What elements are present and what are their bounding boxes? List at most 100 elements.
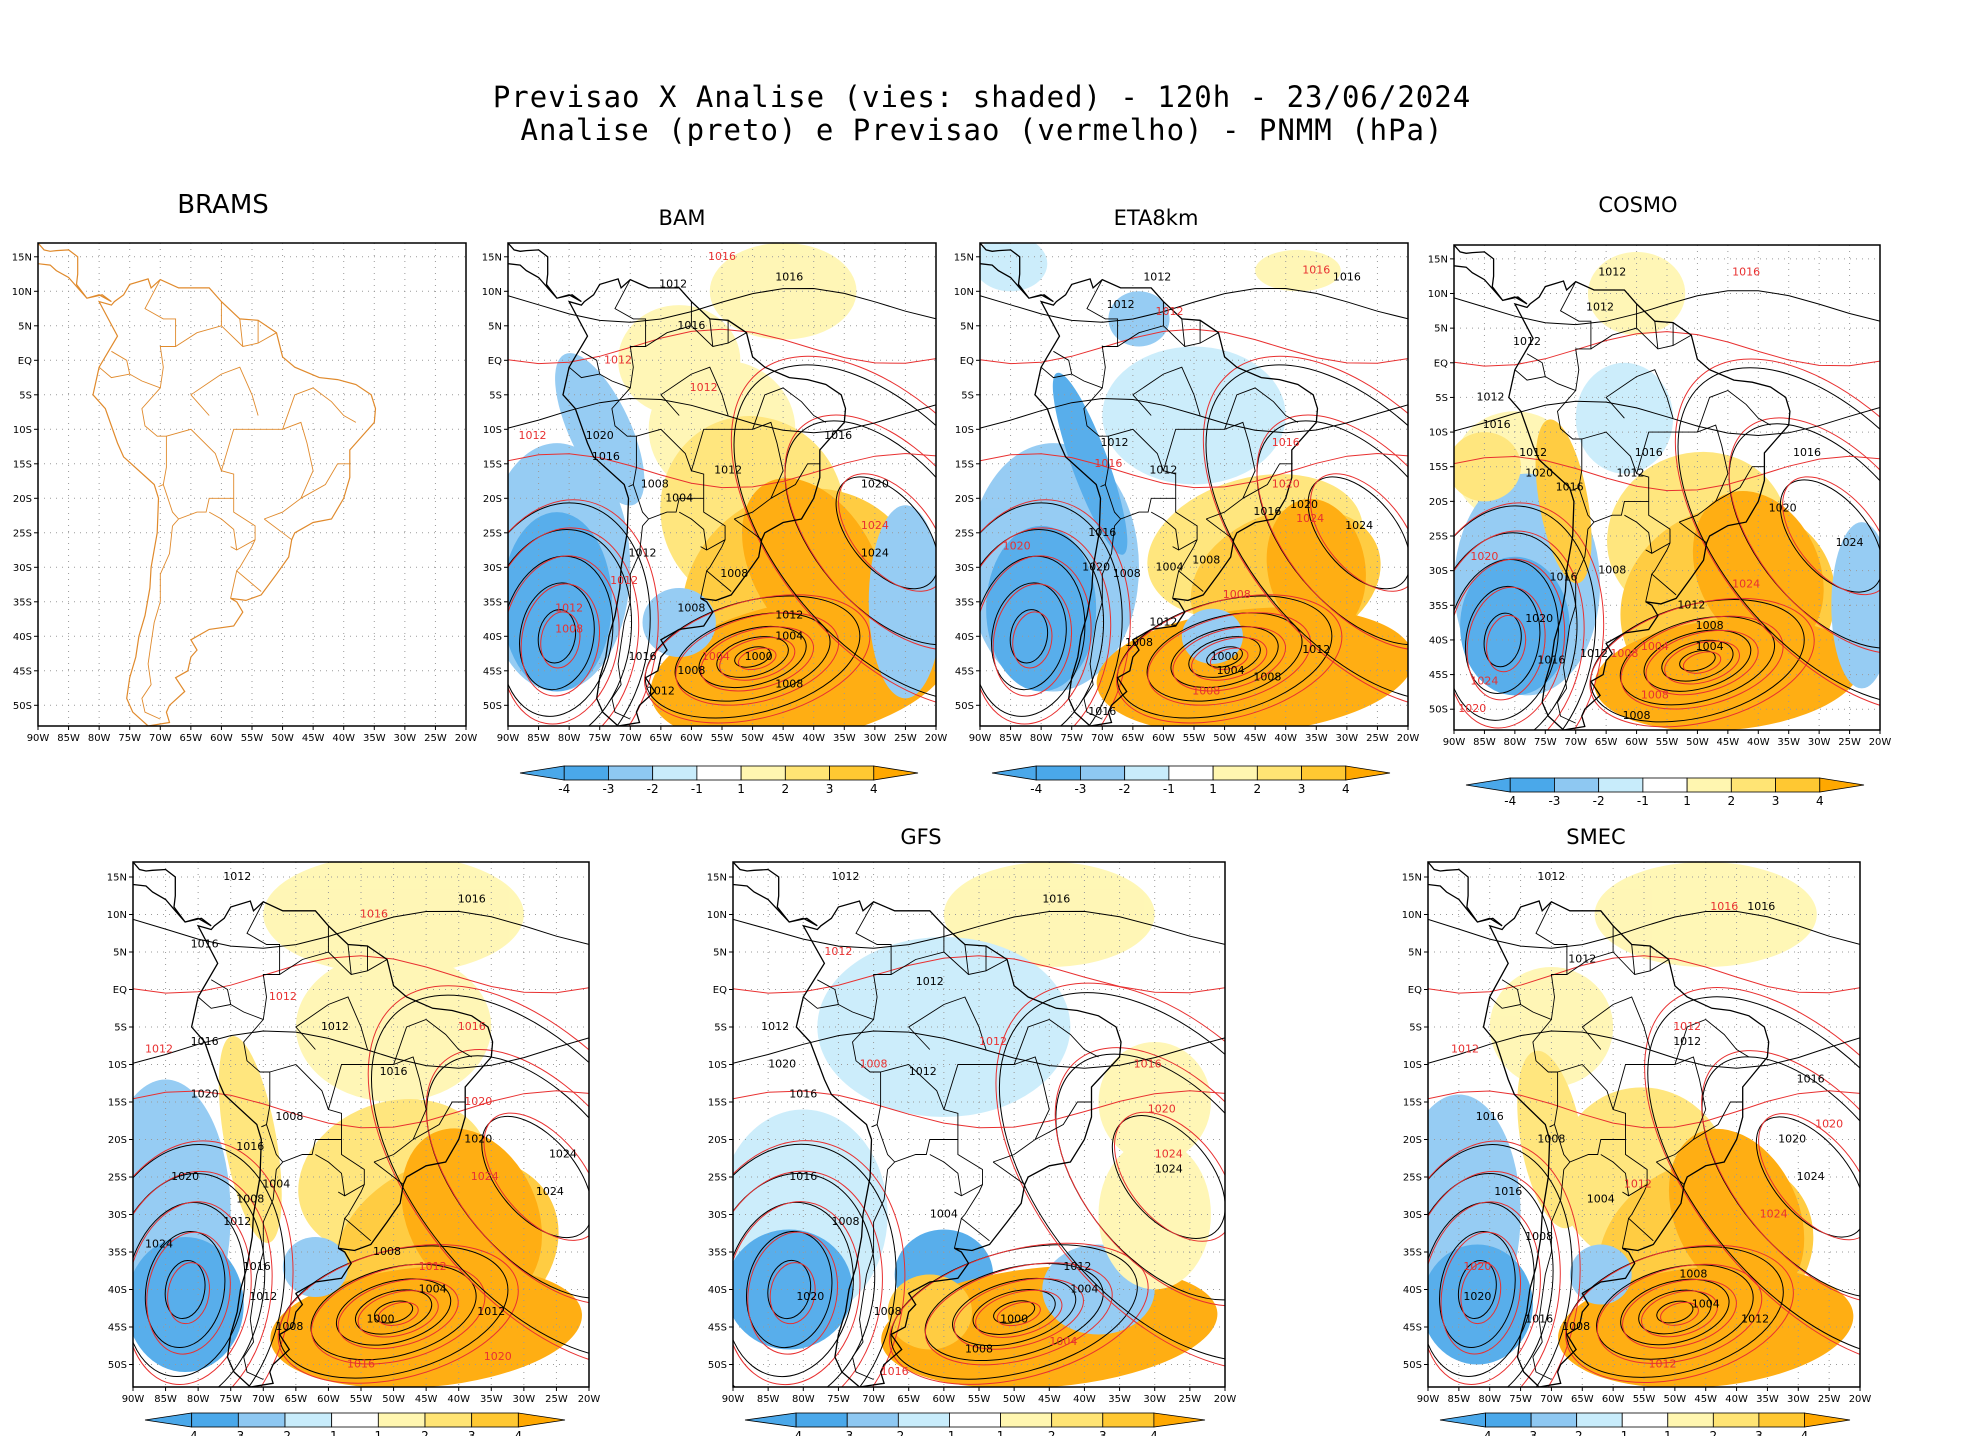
bias-region: [1108, 291, 1170, 347]
y-tick-label: 35S: [1403, 1248, 1422, 1259]
y-tick-label: 40S: [955, 632, 974, 643]
x-tick-label: 90W: [1443, 737, 1466, 748]
y-tick-label: 20S: [955, 494, 974, 505]
colorbar-label: 4: [515, 1429, 523, 1436]
x-tick-label: 45W: [302, 733, 325, 744]
contour-labels: 1012 1016 1012 1012 1012 1020 1016 1012 1008 1012…: [761, 870, 1183, 1378]
contour-label: 1016: [1710, 900, 1738, 913]
map-content: 1012 1016 1016 1016 1012 1012 1012 1016 1016 1016…: [133, 862, 589, 1387]
colorbar-label: -1: [691, 782, 703, 796]
contour-label: 1016: [789, 1088, 817, 1101]
x-tick-label: 70W: [862, 1394, 885, 1405]
x-tick-label: 55W: [711, 733, 734, 744]
contour-label: 1024: [1470, 675, 1498, 688]
contour-label: 1016: [1302, 264, 1330, 277]
contour-label: 1012: [555, 602, 583, 615]
x-tick-label: 40W: [1725, 1394, 1748, 1405]
colorbar-label: -4: [186, 1429, 198, 1436]
colorbar-swatch: [795, 1412, 848, 1428]
x-tick-label: 25W: [1818, 1394, 1841, 1405]
y-tick-label: 15N: [12, 252, 32, 263]
bias-region: [1428, 1244, 1533, 1365]
bias-region: [1489, 967, 1614, 1087]
contour-label: 1012: [1649, 1358, 1677, 1371]
x-tick-label: 20W: [455, 733, 478, 744]
contour-label: 1020: [1463, 1260, 1491, 1273]
x-tick-label: 45W: [1694, 1394, 1717, 1405]
y-tick-label: 10N: [1402, 910, 1422, 921]
contour-label: 1012: [775, 609, 803, 622]
contour-label: 1000: [1000, 1313, 1028, 1326]
x-tick-label: 60W: [1152, 733, 1175, 744]
x-tick-label: 90W: [1417, 1394, 1440, 1405]
bias-region: [1460, 556, 1570, 696]
colorbar-swatch: [424, 1412, 473, 1428]
x-tick-label: 85W: [1473, 737, 1496, 748]
x-tick-label: 75W: [219, 1394, 242, 1405]
x-tick-label: 50W: [271, 733, 294, 744]
contour-label: 1008: [555, 622, 583, 635]
contour-label: 1024: [1296, 512, 1324, 525]
map-panel-brams: 90W 85W 80W 75W 70W 65W 60W 55W 50W 45W 40W 35W 30W 2…: [12, 190, 478, 744]
y-tick-label: 10S: [1429, 428, 1448, 439]
contour-label: 1012: [761, 1020, 789, 1033]
contour-label: 1004: [1692, 1298, 1720, 1311]
contour-label: 1020: [484, 1350, 512, 1363]
x-tick-label: 85W: [57, 733, 80, 744]
contour-label: 1008: [373, 1245, 401, 1258]
contour-label: 1008: [1641, 688, 1669, 701]
contour-label: 1008: [1125, 636, 1153, 649]
y-tick-label: 10N: [107, 910, 127, 921]
colorbar-label: -2: [892, 1429, 904, 1436]
colorbar-swatch: [1530, 1412, 1578, 1428]
x-tick-label: 80W: [1478, 1394, 1501, 1405]
x-tick-label: 90W: [27, 733, 50, 744]
contour-label: 1020: [1148, 1103, 1176, 1116]
x-tick-label: 65W: [1595, 737, 1618, 748]
contour-label: 1024: [1836, 536, 1864, 549]
y-tick-label: 10S: [708, 1060, 727, 1071]
colorbar-label: 1: [737, 782, 745, 796]
axis-ticks: 90W 85W 80W 75W 70W 65W 60W 55W 50W 45W 40W 35W 30W 2…: [1428, 254, 1892, 748]
y-tick-label: 25S: [955, 528, 974, 539]
contour-label: 1016: [1088, 705, 1116, 718]
contour-label: 1016: [380, 1065, 408, 1078]
contour-label: 1008: [1610, 647, 1638, 660]
x-tick-label: 40W: [332, 733, 355, 744]
colorbar-label: 3: [1298, 782, 1306, 796]
y-tick-label: 15N: [954, 252, 974, 263]
contour-label: 1012: [1586, 300, 1614, 313]
country-borders: [568, 279, 827, 720]
colorbar-label: 4: [870, 782, 878, 796]
isobars: [133, 910, 589, 1387]
contour-label: 1020: [1463, 1290, 1491, 1303]
x-tick-label: 50W: [1213, 733, 1236, 744]
colorbar: -4 -3 -2 -1 1 2 3 4: [744, 1412, 1206, 1436]
contour-label: 1024: [1155, 1163, 1183, 1176]
colorbar-swatch: [1730, 777, 1776, 793]
x-tick-label: 20W: [1397, 733, 1420, 744]
isobars: [1454, 290, 1880, 730]
main-title-line1: Previsao X Analise (vies: shaded) - 120h…: [492, 80, 1472, 114]
panel-title: BRAMS: [177, 190, 269, 220]
map-content: 1012101610161012101210121012101610161020…: [980, 243, 1408, 726]
y-tick-label: 35S: [708, 1248, 727, 1259]
y-tick-label: 30S: [1429, 566, 1448, 577]
contour-label: 1008: [1537, 1133, 1565, 1146]
contour-label: 1012: [1580, 647, 1608, 660]
contour-label: 1012: [1477, 390, 1505, 403]
contour-label: 1020: [768, 1058, 796, 1071]
contour-label: 1008: [1623, 709, 1651, 722]
x-tick-label: 90W: [722, 1394, 745, 1405]
y-tick-label: 25S: [483, 528, 502, 539]
contour-label: 1004: [1049, 1335, 1077, 1348]
colorbar-swatch: [284, 1412, 333, 1428]
contour-label: 1012: [145, 1043, 173, 1056]
x-tick-label: 70W: [149, 733, 172, 744]
contour-label: 1012: [979, 1035, 1007, 1048]
contour-label: 1024: [1760, 1208, 1788, 1221]
y-tick-label: 15S: [708, 1098, 727, 1109]
contour-label: 1000: [367, 1313, 395, 1326]
y-tick-label: 5S: [961, 390, 974, 401]
colorbar-swatch: [1598, 777, 1644, 793]
